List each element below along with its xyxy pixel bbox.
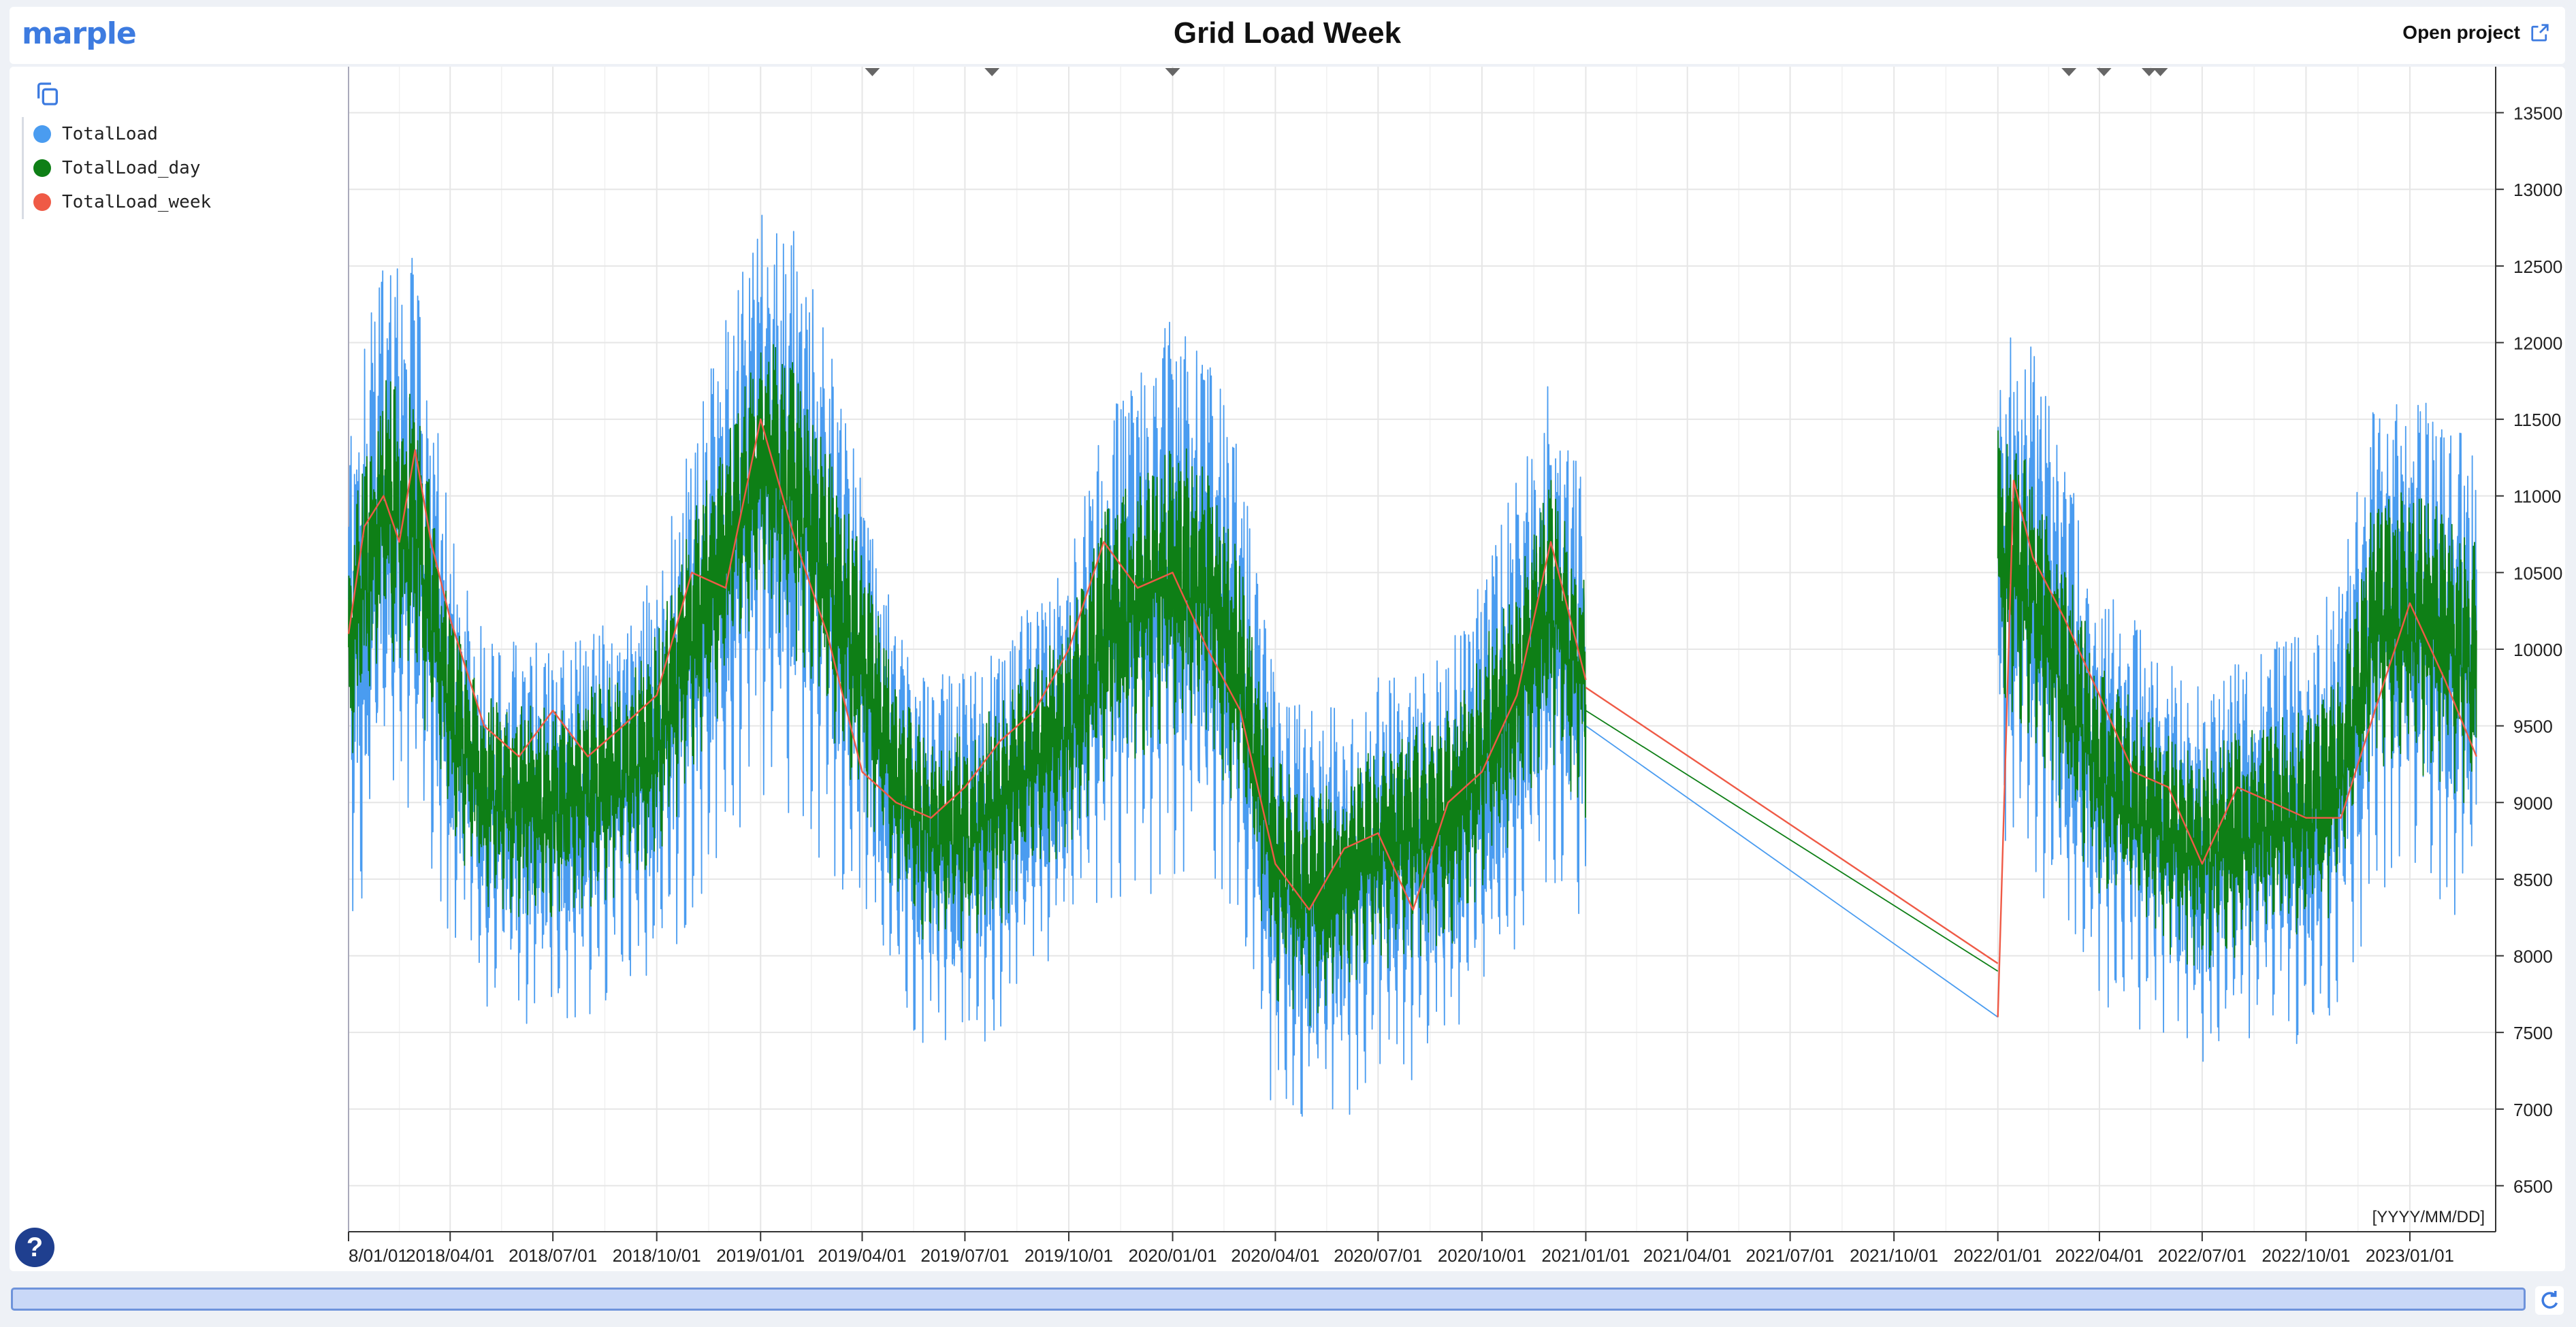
legend-item-totalload-week[interactable]: TotalLoad_week — [33, 185, 211, 219]
event-marker — [2153, 68, 2168, 76]
x-tick-label: 2020/04/01 — [1231, 1245, 1319, 1266]
x-tick-label: 2019/07/01 — [920, 1245, 1009, 1266]
series-color-dot — [33, 159, 51, 177]
series-color-dot — [33, 193, 51, 211]
y-tick-label: 7000 — [2513, 1100, 2553, 1120]
series-line-totalload-week — [347, 418, 1587, 911]
x-tick-label: 2021/07/01 — [1746, 1245, 1835, 1266]
time-range-scrollbar[interactable] — [11, 1288, 2526, 1311]
reset-icon — [2541, 1291, 2558, 1309]
event-marker — [2061, 68, 2077, 76]
y-tick-label: 6500 — [2513, 1176, 2553, 1196]
event-marker — [2096, 68, 2112, 76]
series-line-totalload-week — [1585, 687, 1999, 964]
series-line-totalload — [348, 214, 1587, 1117]
marple-logo[interactable]: marple — [22, 16, 137, 51]
x-axis-format-label: [YYYY/MM/DD] — [2372, 1208, 2485, 1226]
x-tick-label: 2019/01/01 — [716, 1245, 805, 1266]
page-title: Grid Load Week — [1173, 16, 1402, 50]
legend-label: TotalLoad — [62, 124, 158, 144]
legend-label: TotalLoad_day — [62, 158, 201, 178]
series-line-totalload-day — [348, 344, 1587, 1026]
x-tick-label: 2021/10/01 — [1850, 1245, 1938, 1266]
series-line-totalload — [1585, 725, 1999, 1018]
y-tick-label: 10500 — [2513, 563, 2562, 583]
y-tick-label: 7500 — [2513, 1023, 2553, 1043]
x-tick-label: 2020/10/01 — [1438, 1245, 1526, 1266]
y-tick-label: 10000 — [2513, 640, 2562, 660]
x-tick-label: 2021/04/01 — [1643, 1245, 1732, 1266]
y-tick-label: 12500 — [2513, 257, 2562, 277]
event-marker — [1165, 68, 1180, 76]
external-link-icon — [2530, 22, 2550, 43]
x-tick-label: 2022/04/01 — [2055, 1245, 2144, 1266]
y-tick-label: 13500 — [2513, 103, 2562, 124]
chart-panel: 6500 7000 7500 8000 8500 9000 9500 10000 10500 11… — [10, 67, 2565, 1271]
legend-item-totalload[interactable]: TotalLoad — [33, 117, 211, 151]
legend-label: TotalLoad_week — [62, 192, 212, 212]
event-marker — [2141, 68, 2157, 76]
legend: TotalLoad TotalLoad_day TotalLoad_week — [22, 117, 211, 219]
series-color-dot — [33, 125, 51, 143]
x-tick-label: 2020/01/01 — [1128, 1245, 1217, 1266]
x-tick-label: 2018/07/01 — [509, 1245, 597, 1266]
help-button[interactable]: ? — [15, 1228, 54, 1267]
x-tick-label: 2019/10/01 — [1025, 1245, 1113, 1266]
event-marker — [865, 68, 880, 76]
open-project-button[interactable]: Open project — [2402, 22, 2550, 44]
open-project-label: Open project — [2402, 22, 2520, 43]
x-tick-label: 2023/01/01 — [2366, 1245, 2454, 1266]
x-tick-label: 2022/07/01 — [2158, 1245, 2247, 1266]
x-tick-label: 2020/07/01 — [1334, 1245, 1422, 1266]
series-line-totalload-day — [1997, 430, 2477, 968]
legend-item-totalload-day[interactable]: TotalLoad_day — [33, 151, 211, 185]
event-marker — [984, 68, 1000, 76]
series-line-totalload-week — [1997, 480, 2477, 1017]
x-tick-label: 2019/04/01 — [818, 1245, 906, 1266]
copy-icon[interactable] — [34, 80, 61, 108]
x-tick-label: 2018/10/01 — [613, 1245, 701, 1266]
chart-canvas[interactable]: 6500 7000 7500 8000 8500 9000 9500 10000 10500 11… — [10, 67, 2565, 1271]
x-tick-label: 2021/01/01 — [1541, 1245, 1630, 1266]
top-bar: marple Grid Load Week Open project — [10, 7, 2565, 64]
x-tick-label: 2022/01/01 — [1954, 1245, 2042, 1266]
y-tick-label: 13000 — [2513, 180, 2562, 200]
x-tick-label: 2018/04/01 — [406, 1245, 494, 1266]
y-tick-label: 9000 — [2513, 793, 2553, 813]
y-tick-label: 8000 — [2513, 947, 2553, 967]
x-tick-label: 2022/10/01 — [2261, 1245, 2350, 1266]
y-tick-label: 12000 — [2513, 333, 2562, 353]
y-tick-label: 11500 — [2513, 410, 2561, 430]
y-tick-label: 8500 — [2513, 870, 2553, 890]
reset-zoom-button[interactable] — [2535, 1286, 2564, 1315]
series-line-totalload-day — [1585, 710, 1999, 972]
x-tick-label: 8/01/01 — [349, 1245, 408, 1266]
y-tick-label: 9500 — [2513, 717, 2553, 737]
y-tick-label: 11000 — [2513, 487, 2561, 507]
series-group — [347, 214, 2477, 1117]
